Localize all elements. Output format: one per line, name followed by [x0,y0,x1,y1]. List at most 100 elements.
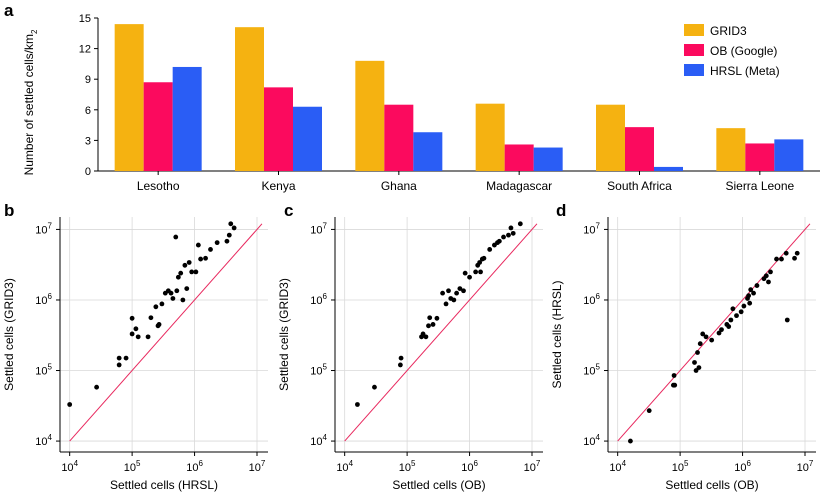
y-tick-label-b-0: 104 [35,433,52,448]
bar-hrsl-meta--ghana [413,132,443,171]
data-point-d-13 [716,330,722,336]
y-tick-label-a-1: 3 [85,135,91,147]
data-point-c-2 [397,362,403,368]
x-tick-label-d-1: 105 [672,459,689,474]
data-point-b-13 [156,322,162,327]
data-point-d-25 [748,287,754,293]
y-axis-label-c: Settled cells (GRID3) [277,278,291,391]
data-point-c-6 [423,334,429,340]
bar-ob-google--sierra-leone [745,143,775,171]
data-point-c-15 [451,297,457,303]
category-label-3: Madagascar [486,179,552,193]
data-point-b-27 [189,269,195,275]
bar-ob-google--ghana [384,104,414,171]
data-point-c-21 [473,269,479,275]
data-point-d-17 [728,317,734,323]
data-point-d-27 [754,283,760,288]
panel-letter-c: c [284,201,293,220]
data-point-d-26 [751,290,756,296]
category-label-4: South Africa [607,179,672,193]
bar-hrsl-meta--madagascar [533,147,563,171]
data-point-d-24 [747,300,753,306]
bar-hrsl-meta--lesotho [172,66,202,171]
data-point-d-3 [671,373,677,378]
data-point-d-29 [763,273,769,279]
data-point-d-1 [646,408,652,414]
data-point-b-35 [226,232,232,238]
bar-hrsl-meta--kenya [293,106,322,171]
data-point-c-17 [457,286,463,291]
data-point-b-22 [178,270,184,276]
y-tick-label-c-1: 105 [310,363,327,378]
x-tick-label-d-0: 104 [609,459,626,474]
bar-grid3-lesotho [114,24,144,172]
data-point-d-32 [774,256,779,262]
y-axis-label-b: Settled cells (GRID3) [2,278,16,391]
legend-swatch-0 [684,24,704,36]
data-point-c-26 [481,255,487,261]
y-tick-label-a-5: 15 [79,13,91,25]
data-point-c-32 [506,232,511,238]
data-point-d-8 [696,365,702,371]
data-point-d-18 [730,306,736,312]
data-point-b-10 [148,315,154,321]
bar-ob-google--kenya [264,87,293,171]
x-tick-label-c-0: 104 [336,459,353,474]
bar-grid3-ghana [355,60,385,172]
data-point-b-8 [135,334,141,340]
legend-label-2: HRSL (Meta) [710,64,780,78]
bar-grid3-madagascar [475,103,505,171]
x-tick-label-b-0: 104 [61,459,78,474]
data-point-d-21 [741,303,747,309]
scatter-panel-b: 104 104 105 105 106 106 107 107 Settled cells (H… [2,217,268,492]
scatter-panel-d: 104 104 105 105 106 106 107 107 Settled cells (O… [550,217,816,492]
category-label-5: Sierra Leone [725,179,794,193]
data-point-c-35 [517,221,523,227]
legend-swatch-1 [684,44,704,56]
data-point-c-3 [398,355,404,361]
data-point-b-5 [129,315,135,321]
x-tick-label-b-1: 105 [124,459,141,474]
x-tick-label-c-1: 105 [399,459,416,474]
data-point-b-3 [116,355,122,361]
y-tick-label-d-0: 104 [583,433,600,448]
bar-grid3-sierra-leone [716,128,746,171]
y-tick-label-d-2: 106 [583,292,600,307]
bar-grid3-south-africa [596,104,625,171]
data-point-d-20 [738,309,744,315]
data-point-c-8 [427,315,433,321]
data-point-d-10 [700,331,706,337]
data-point-c-12 [443,301,449,307]
category-label-2: Ghana [381,179,417,193]
data-point-b-29 [195,242,201,248]
data-point-b-4 [123,355,129,361]
legend-label-1: OB (Google) [710,44,777,58]
data-point-b-37 [231,225,237,231]
x-tick-label-c-3: 107 [524,459,541,474]
data-point-c-11 [440,290,445,296]
data-point-d-37 [794,250,800,256]
data-point-c-19 [462,270,468,276]
y-tick-label-c-2: 106 [310,292,327,307]
data-point-d-34 [783,250,789,256]
data-point-c-9 [430,322,436,327]
data-point-b-21 [175,274,181,280]
x-tick-label-c-2: 106 [461,459,478,474]
scatter-panel-c: 104 104 105 105 106 106 107 107 Settled cells (O… [277,217,543,492]
data-point-c-31 [501,234,506,240]
panel-letter-a: a [4,1,14,20]
data-point-b-1 [94,384,100,390]
data-point-d-31 [768,269,773,275]
data-point-b-19 [173,234,179,240]
data-point-b-6 [129,331,135,337]
data-point-c-18 [461,288,466,294]
y-tick-label-c-3: 107 [310,221,327,236]
data-point-c-13 [446,288,451,294]
data-point-b-9 [145,334,151,340]
panel-letter-b: b [4,201,14,220]
data-point-b-20 [174,288,180,294]
x-tick-label-d-2: 106 [734,459,751,474]
data-point-b-32 [208,247,213,252]
data-point-d-30 [766,279,771,285]
